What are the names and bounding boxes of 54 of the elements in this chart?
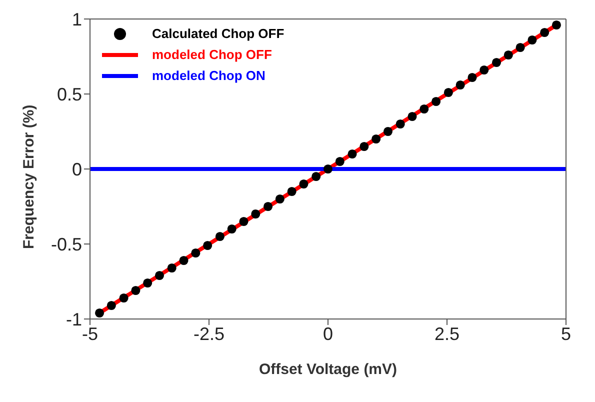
point	[420, 104, 429, 114]
point	[516, 42, 525, 52]
point	[348, 149, 357, 159]
point	[287, 186, 296, 196]
legend-label: modeled Chop ON	[152, 68, 266, 83]
y-tick-label: 1	[72, 9, 82, 30]
y-tick-label: 0	[72, 159, 82, 180]
point	[275, 194, 284, 204]
point	[528, 35, 537, 45]
point	[335, 156, 344, 166]
point	[468, 72, 477, 82]
point	[191, 248, 200, 258]
point	[95, 308, 104, 318]
legend-label: Calculated Chop OFF	[152, 26, 284, 41]
point	[119, 293, 128, 303]
point	[143, 278, 152, 288]
point	[552, 20, 561, 30]
point	[492, 58, 502, 68]
point	[227, 224, 236, 234]
point	[432, 96, 441, 106]
point	[504, 50, 513, 60]
y-tick-label: -1	[66, 309, 82, 330]
point	[360, 142, 369, 152]
point	[383, 126, 392, 136]
point	[203, 240, 212, 250]
point	[396, 119, 405, 129]
point	[312, 172, 321, 182]
point	[167, 263, 176, 273]
point	[179, 256, 188, 266]
point	[251, 209, 260, 219]
y-axis-title: Frequency Error (%)	[20, 104, 38, 249]
point	[215, 232, 224, 242]
point	[540, 28, 550, 38]
point	[372, 134, 381, 144]
x-axis-title: Offset Voltage (mV)	[258, 361, 398, 378]
point	[408, 112, 417, 122]
legend-label: modeled Chop OFF	[152, 47, 272, 62]
point	[444, 88, 453, 98]
x-tick-label: -2.5	[193, 324, 225, 344]
point	[480, 65, 489, 75]
point	[299, 179, 308, 189]
y-tick-label: -0.5	[50, 234, 82, 254]
point	[239, 216, 248, 226]
point	[264, 202, 273, 212]
point	[106, 300, 116, 310]
point	[456, 80, 465, 90]
x-tick-label: 5	[560, 324, 572, 344]
point	[323, 164, 333, 174]
point	[154, 270, 164, 280]
x-tick-label: -5	[82, 324, 98, 344]
x-tick-label: 0	[322, 324, 334, 344]
x-tick-label: 2.5	[434, 324, 460, 344]
y-tick-label: 0.5	[56, 84, 82, 104]
point	[131, 286, 140, 296]
